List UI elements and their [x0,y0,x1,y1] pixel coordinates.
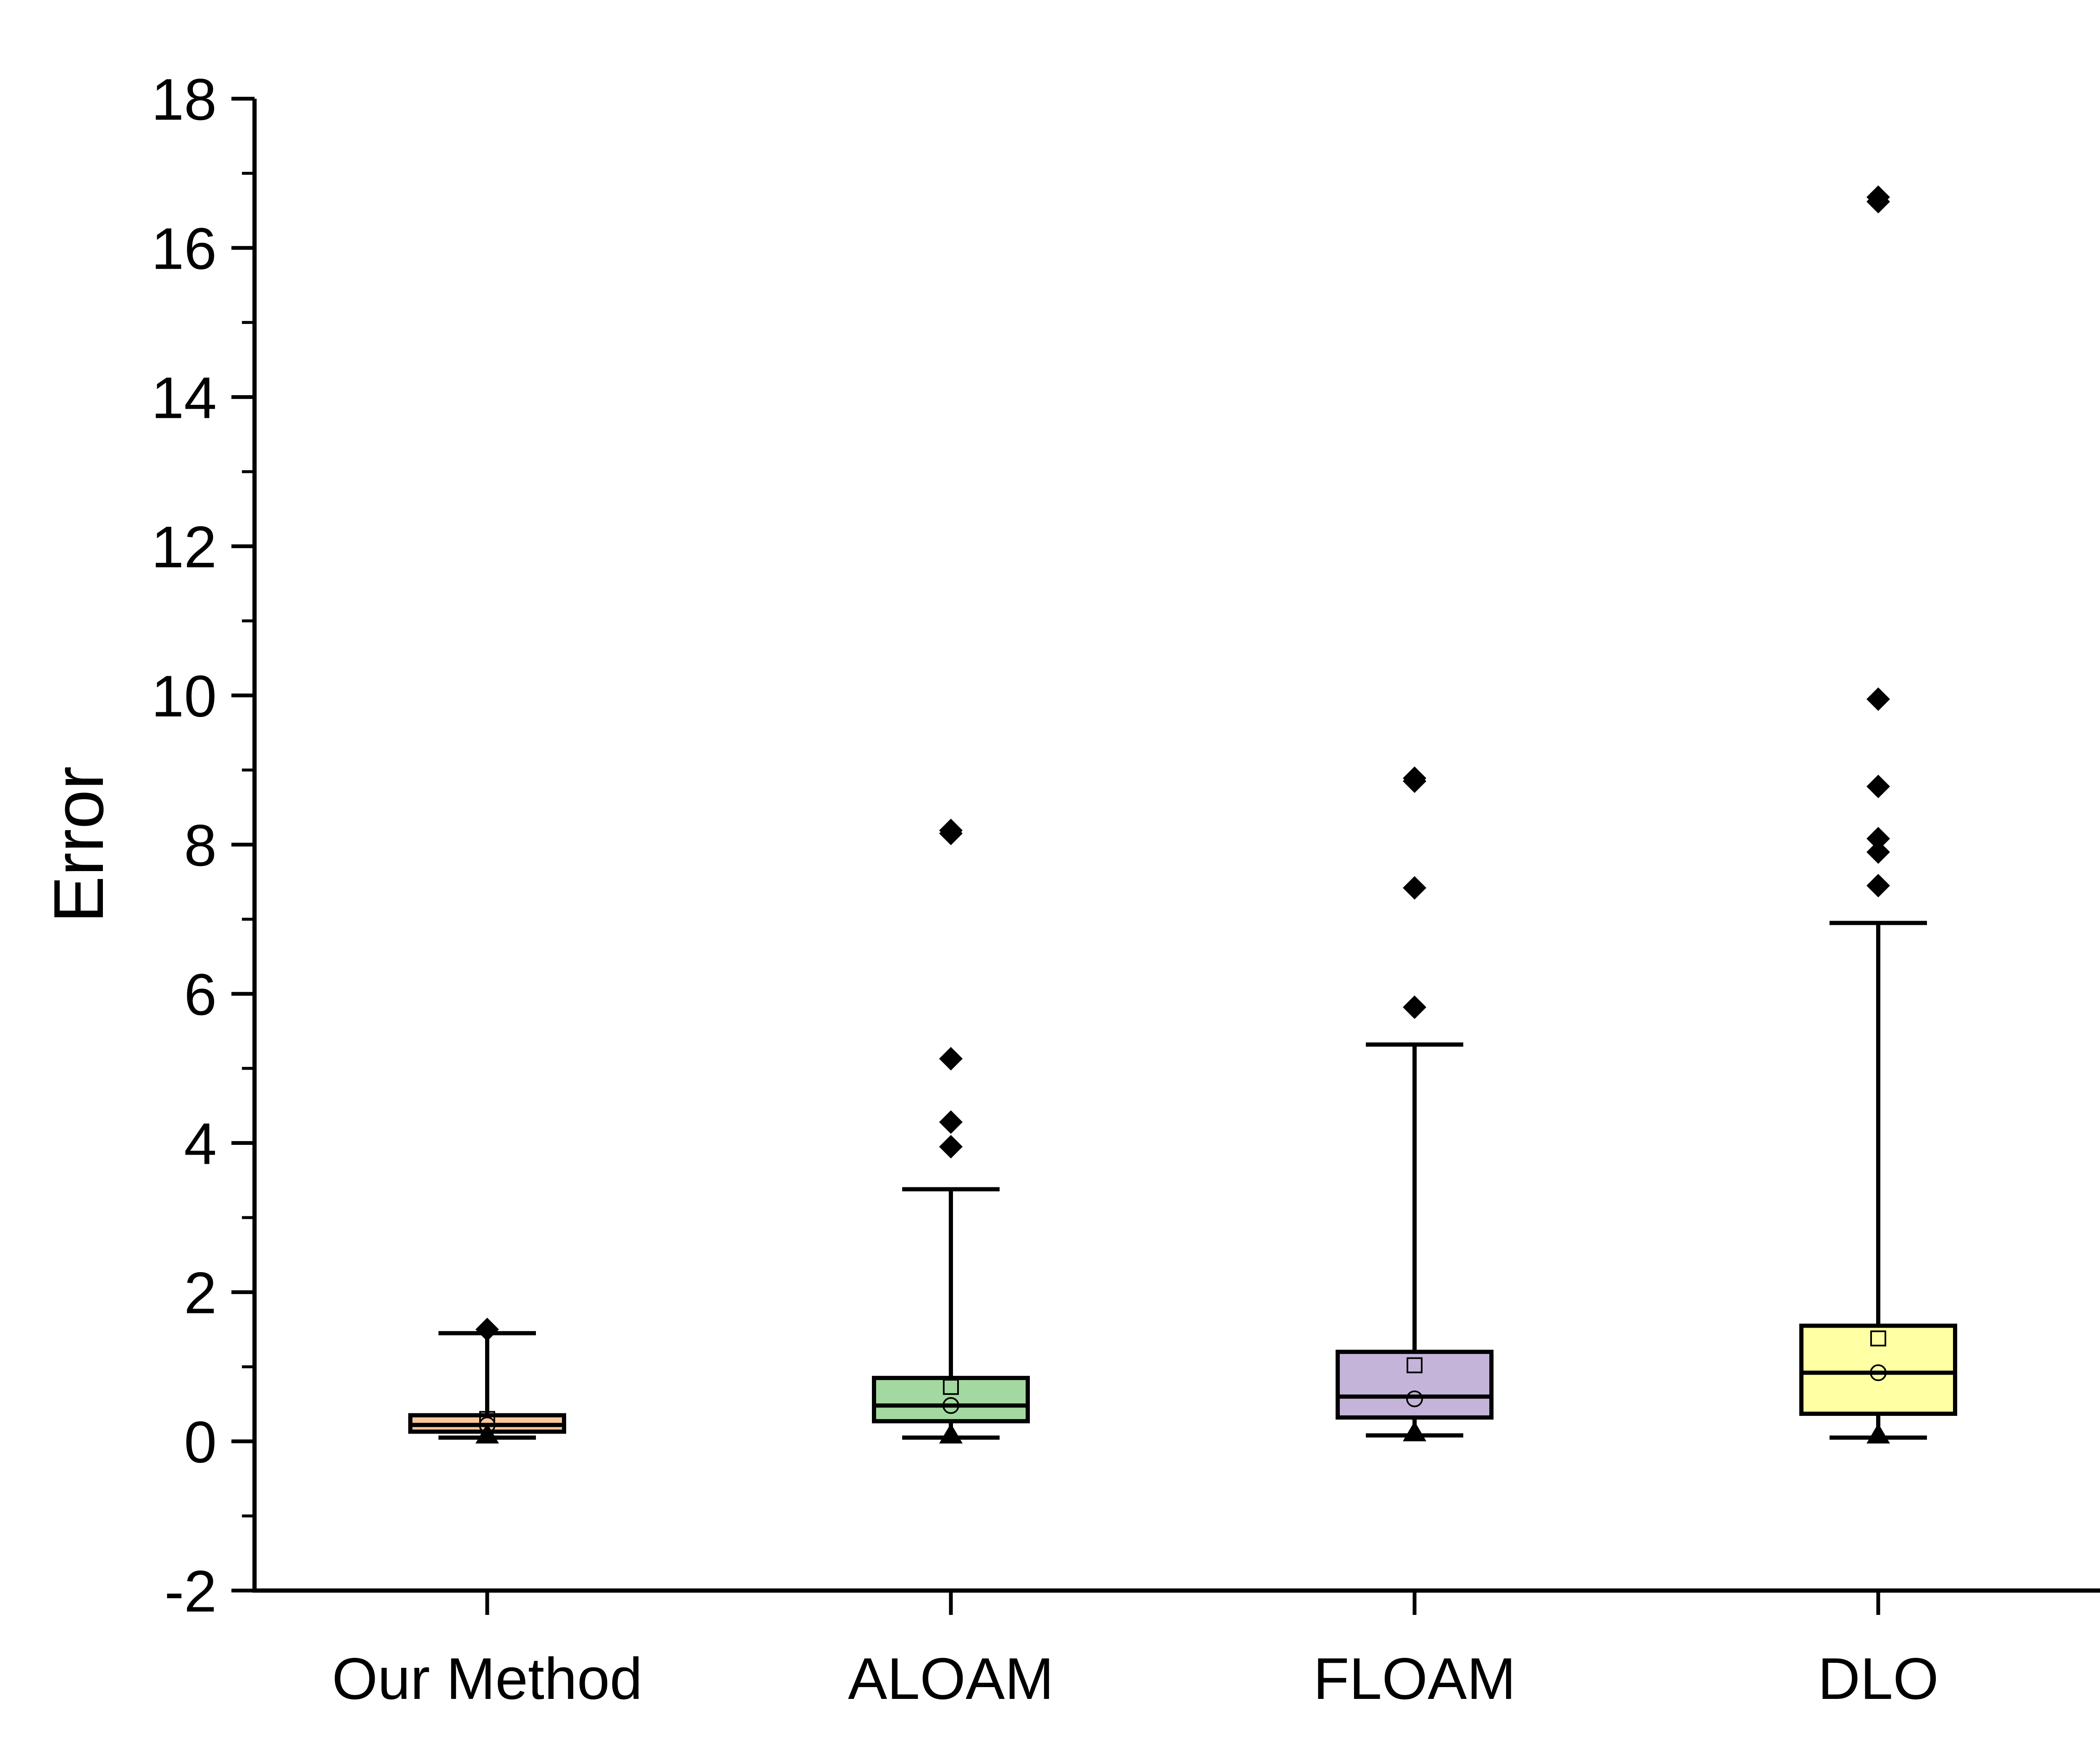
y-tick-label: 16 [151,215,217,281]
mean-marker [1870,1330,1886,1347]
outlier-point [1866,874,1890,898]
y-tick-label: -2 [165,1558,217,1624]
y-tick-label: 0 [184,1409,217,1475]
outlier-point [1866,185,1890,209]
outlier-point [475,1318,499,1341]
center-circle-marker [1870,1364,1887,1381]
center-circle-marker [1406,1390,1423,1407]
iqr-box [1799,1323,1957,1416]
x-axis-ticks: Our Method ALOAM FLOAM DLO [332,1591,1939,1712]
outlier-point [1866,687,1890,711]
x-tick-label-aloam: ALOAM [848,1646,1054,1712]
outlier-point [939,1047,963,1071]
y-tick-label: 14 [151,365,217,430]
iqr-box [872,1376,1030,1423]
y-axis-label: Error [39,766,118,923]
center-circle-marker [942,1397,959,1414]
min-marker [1403,1421,1426,1441]
outlier-point [1403,876,1426,900]
y-tick-label: 6 [184,961,217,1027]
outlier-point [1866,774,1890,798]
y-tick-label: 2 [184,1260,217,1326]
min-marker [1866,1423,1890,1444]
outlier-point [939,1135,963,1159]
plot-area [408,185,1957,1444]
mean-marker [1407,1357,1423,1373]
y-axis-ticks: -2 0 2 4 6 8 10 12 14 16 18 [151,66,255,1624]
outlier-point [1403,766,1426,790]
y-tick-label: 12 [151,514,217,580]
outlier-point [939,1110,963,1134]
outlier-point [1866,840,1890,864]
x-tick-label-dlo: DLO [1818,1646,1939,1712]
box-group-floam [1336,766,1494,1441]
mean-marker [943,1379,959,1395]
outlier-point [939,819,963,843]
outlier-point [1403,995,1426,1019]
min-marker [475,1423,499,1444]
iqr-box [1336,1349,1494,1420]
x-tick-label-floam: FLOAM [1313,1646,1516,1712]
box-group-aloam [872,819,1030,1444]
x-tick-label-our-method: Our Method [332,1646,642,1712]
box-group-dlo [1799,185,1957,1444]
y-tick-label: 8 [184,812,217,878]
outlier-point [1866,827,1890,850]
y-tick-label: 18 [151,66,217,132]
box-group-our-method [408,1318,566,1444]
y-tick-label: 4 [184,1110,217,1176]
min-marker [939,1423,963,1444]
y-tick-label: 10 [151,663,217,729]
